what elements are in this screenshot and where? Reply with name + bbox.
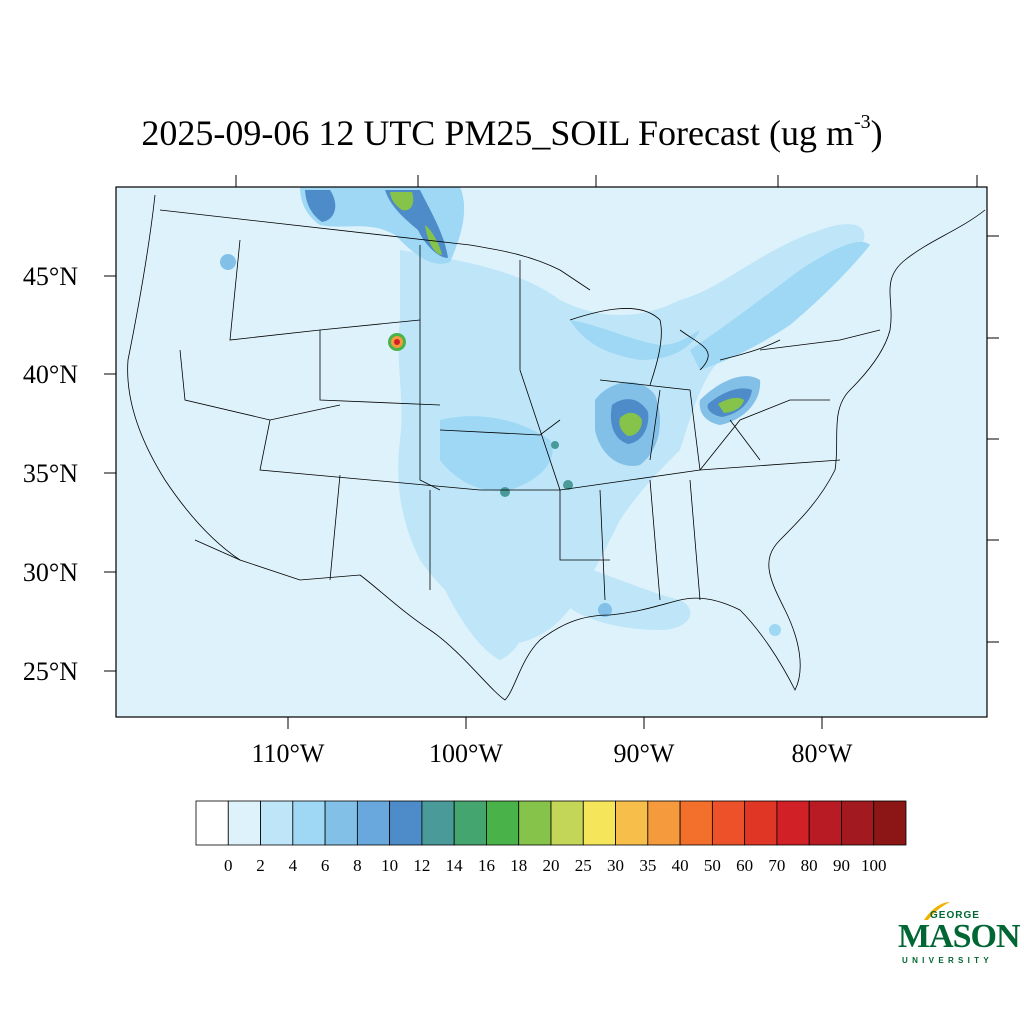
lat-label-35: 35°N xyxy=(23,459,78,488)
us-outline xyxy=(127,194,986,701)
title-text: 2025-09-06 12 UTC PM25_SOIL Forecast (ug… xyxy=(141,113,854,153)
state-line-11 xyxy=(599,379,761,471)
lat-label-45: 45°N xyxy=(23,262,78,291)
spot-florida xyxy=(769,624,781,636)
colorbar-swatch xyxy=(260,800,294,846)
gmu-logo: GEORGE MASON UNIVERSITY xyxy=(898,900,1021,970)
colorbar-swatch xyxy=(582,800,616,846)
spot-kansas xyxy=(500,487,510,497)
colorbar-swatch xyxy=(711,800,746,846)
colorbar-swatch xyxy=(486,800,520,846)
lon-label-90w: 90°W xyxy=(614,739,675,768)
colorbar-swatch xyxy=(324,800,358,846)
plume-northeast xyxy=(690,241,870,370)
colorbar-swatch xyxy=(550,800,584,846)
lon-label-110w: 110°W xyxy=(252,739,325,768)
state-line-3 xyxy=(319,330,441,406)
boundary-lines xyxy=(127,194,986,701)
great-lakes xyxy=(569,308,781,386)
colorbar-label: 30 xyxy=(607,856,624,875)
colorbar-label: 18 xyxy=(510,856,527,875)
colorbar-label: 20 xyxy=(543,856,560,875)
lat-label-40: 40°N xyxy=(23,360,78,389)
colorbar-swatch xyxy=(195,800,229,846)
concentration-fields xyxy=(220,187,870,660)
lat-label-30: 30°N xyxy=(23,558,78,587)
colorbar-label: 60 xyxy=(736,856,753,875)
colorbar-swatch xyxy=(873,800,907,846)
colorbar-swatch xyxy=(292,800,326,846)
colorbar-swatch xyxy=(679,800,713,846)
plume-plains xyxy=(440,416,553,491)
state-line-10 xyxy=(699,329,881,471)
state-line-8 xyxy=(194,474,341,581)
colorbar-label: 8 xyxy=(353,856,362,875)
spot-washington xyxy=(220,254,236,270)
map-ticks xyxy=(104,175,999,729)
colorbar-swatch xyxy=(808,800,842,846)
colorbar-label: 40 xyxy=(672,856,689,875)
spot-louisiana xyxy=(598,603,612,617)
state-line-6 xyxy=(519,260,610,561)
state-line-5 xyxy=(439,419,561,436)
colorbar-label: 6 xyxy=(321,856,330,875)
colorbar-swatch xyxy=(421,800,455,846)
colorbar-swatch xyxy=(453,800,487,846)
plume-illinois-core xyxy=(619,412,642,436)
colorbar-swatch xyxy=(227,800,261,846)
colorbar-label: 4 xyxy=(289,856,298,875)
colorbar-label: 14 xyxy=(446,856,464,875)
colorbar-label: 90 xyxy=(833,856,850,875)
state-line-7 xyxy=(179,349,341,421)
colorbar-swatch xyxy=(744,800,778,846)
plume-montana-mid xyxy=(305,190,448,258)
colorbar-label: 2 xyxy=(256,856,265,875)
colorbar-label: 12 xyxy=(413,856,430,875)
logo-swoosh-icon xyxy=(924,902,950,920)
lat-label-25: 25°N xyxy=(23,657,78,686)
plume-ohio-core xyxy=(718,397,744,413)
plume-texas xyxy=(425,500,524,660)
colorbar-swatch xyxy=(389,800,423,846)
title-exponent: -3 xyxy=(853,111,871,133)
colorbar-label: 80 xyxy=(801,856,818,875)
spot-arkansas xyxy=(563,480,573,490)
plume-greatlakes xyxy=(570,320,700,360)
lon-label-80w: 80°W xyxy=(792,739,853,768)
colorbar-swatch xyxy=(647,800,681,846)
title-close: ) xyxy=(870,113,883,153)
lon-label-100w: 100°W xyxy=(429,739,503,768)
map-frame xyxy=(115,186,988,718)
logo-mason: MASON xyxy=(898,918,1021,955)
colorbar-swatch xyxy=(518,800,552,846)
colorbar-label: 70 xyxy=(768,856,785,875)
state-line-1 xyxy=(229,239,421,341)
colorbar-label: 50 xyxy=(704,856,721,875)
colorbar-label: 10 xyxy=(381,856,398,875)
colorbar-swatch xyxy=(615,800,649,846)
colorbar-label: 100 xyxy=(861,856,887,875)
colorbar-label: 25 xyxy=(575,856,592,875)
logo-university: UNIVERSITY xyxy=(902,956,994,965)
state-line-9 xyxy=(429,479,701,601)
plume-southeast xyxy=(560,560,691,630)
canada-border xyxy=(159,209,591,291)
map-title: 2025-09-06 12 UTC PM25_SOIL Forecast (ug… xyxy=(0,111,1024,154)
logo-george: GEORGE xyxy=(930,910,980,921)
colorbar-swatch xyxy=(356,800,391,846)
colorbar-label: 35 xyxy=(639,856,656,875)
colorbar-swatch xyxy=(776,800,810,846)
spot-missouri xyxy=(551,441,559,449)
hotspot-wyoming-core xyxy=(394,339,400,345)
colorbar-label: 16 xyxy=(478,856,495,875)
plume-montana-core xyxy=(390,192,442,255)
colorbar-swatch xyxy=(841,800,875,846)
state-line-2 xyxy=(419,245,441,491)
colorbar: 0 2 4 6 8 10 12 14 16 18 20 25 30 35 40 50 60 70 80 90 100 xyxy=(195,800,907,875)
colorbar-label: 0 xyxy=(224,856,233,875)
